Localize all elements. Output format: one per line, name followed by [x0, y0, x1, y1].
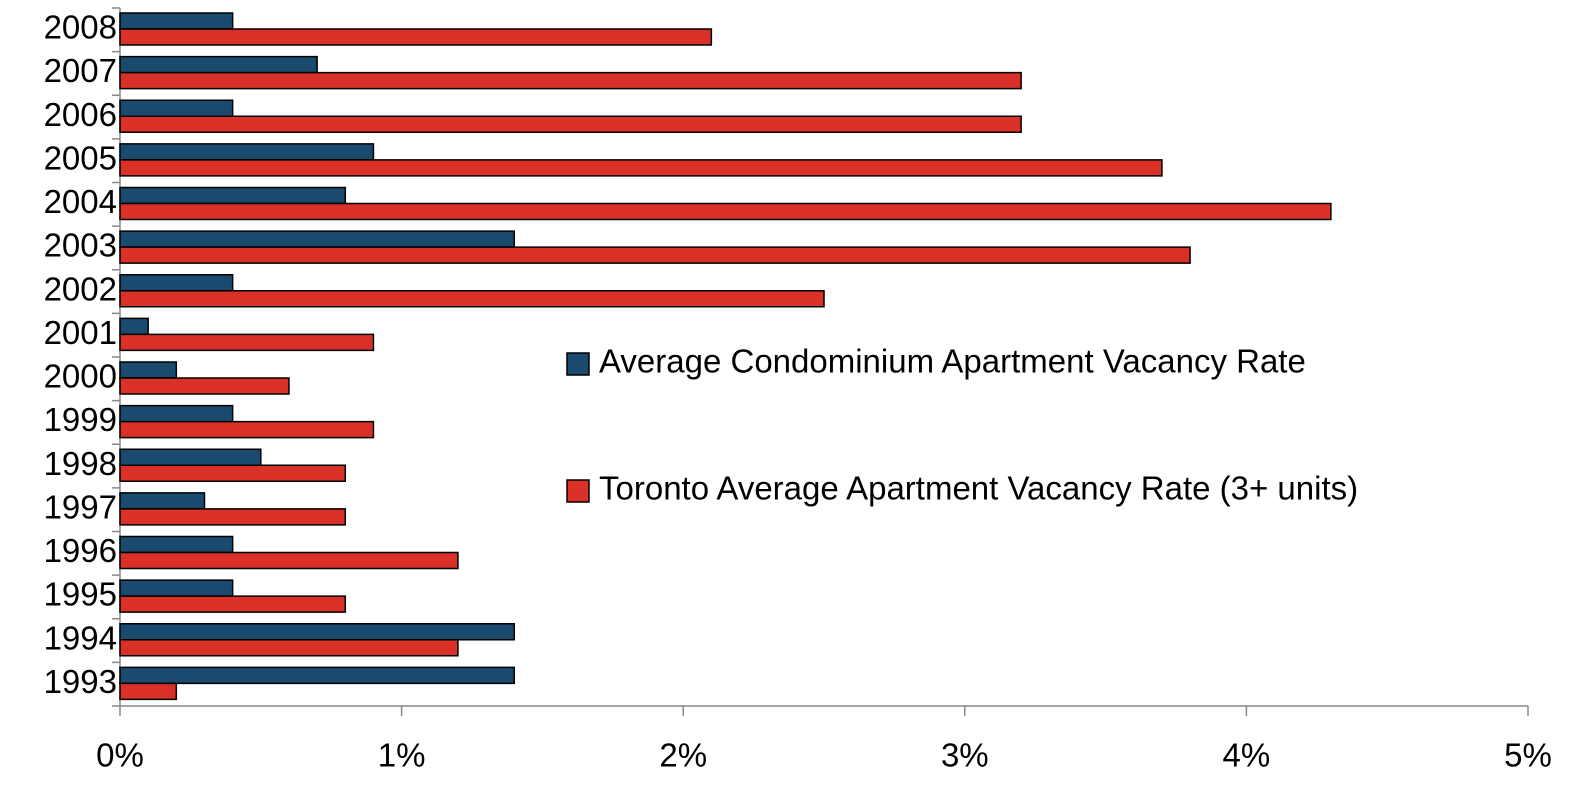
legend-label: Toronto Average Apartment Vacancy Rate (…: [599, 470, 1358, 507]
bar: [119, 99, 234, 117]
y-tick-label: 2008: [44, 9, 117, 46]
bar: [119, 159, 1163, 177]
bar: [119, 55, 318, 74]
bar: [119, 377, 290, 395]
bar: [119, 202, 1332, 221]
bar: [119, 246, 1191, 264]
y-tick-label: 2001: [44, 314, 117, 351]
bar: [119, 535, 234, 554]
legend-swatch: [566, 479, 590, 503]
bar: [119, 551, 459, 570]
bar: [119, 464, 347, 482]
y-tick-label: 1997: [44, 488, 117, 525]
y-tick-label: 1996: [44, 532, 117, 569]
bar: [119, 317, 149, 336]
y-tick-label: 1994: [44, 619, 117, 656]
bar: [119, 492, 206, 510]
bar: [119, 143, 375, 161]
bar: [119, 404, 234, 423]
y-tick-label: 1993: [44, 663, 117, 700]
y-tick-label: 1999: [44, 401, 117, 438]
bar: [119, 420, 375, 439]
bar: [119, 448, 262, 466]
bar: [119, 595, 347, 613]
y-tick-label: 2005: [44, 139, 117, 176]
bar: [119, 28, 713, 46]
bar: [119, 333, 375, 352]
bar: [119, 361, 178, 379]
x-tick-label: 1%: [378, 737, 426, 774]
y-tick-label: 2002: [44, 270, 117, 307]
legend-label: Average Condominium Apartment Vacancy Ra…: [599, 343, 1306, 380]
bar: [119, 579, 234, 597]
bar: [119, 186, 347, 205]
bar: [119, 639, 459, 657]
bar: [119, 274, 234, 292]
bar: [119, 12, 234, 30]
bar: [119, 71, 1022, 90]
y-tick-label: 2006: [44, 96, 117, 133]
bar: [119, 508, 347, 526]
x-tick-label: 0%: [96, 737, 144, 774]
y-tick-label: 2000: [44, 358, 117, 395]
bar: [119, 290, 825, 308]
y-tick-label: 1998: [44, 445, 117, 482]
bar: [119, 230, 515, 248]
x-tick-label: 5%: [1504, 737, 1552, 774]
legend-swatch: [566, 352, 590, 376]
bar: [119, 623, 515, 641]
bar: [119, 682, 178, 701]
y-tick-label: 1995: [44, 576, 117, 613]
y-tick-label: 2007: [44, 52, 117, 89]
y-tick-label: 2003: [44, 227, 117, 264]
x-tick-label: 2%: [659, 737, 707, 774]
x-tick-label: 3%: [941, 737, 989, 774]
bar: [119, 115, 1022, 133]
bar: [119, 666, 515, 685]
x-tick-label: 4%: [1223, 737, 1271, 774]
y-tick-label: 2004: [44, 183, 117, 220]
